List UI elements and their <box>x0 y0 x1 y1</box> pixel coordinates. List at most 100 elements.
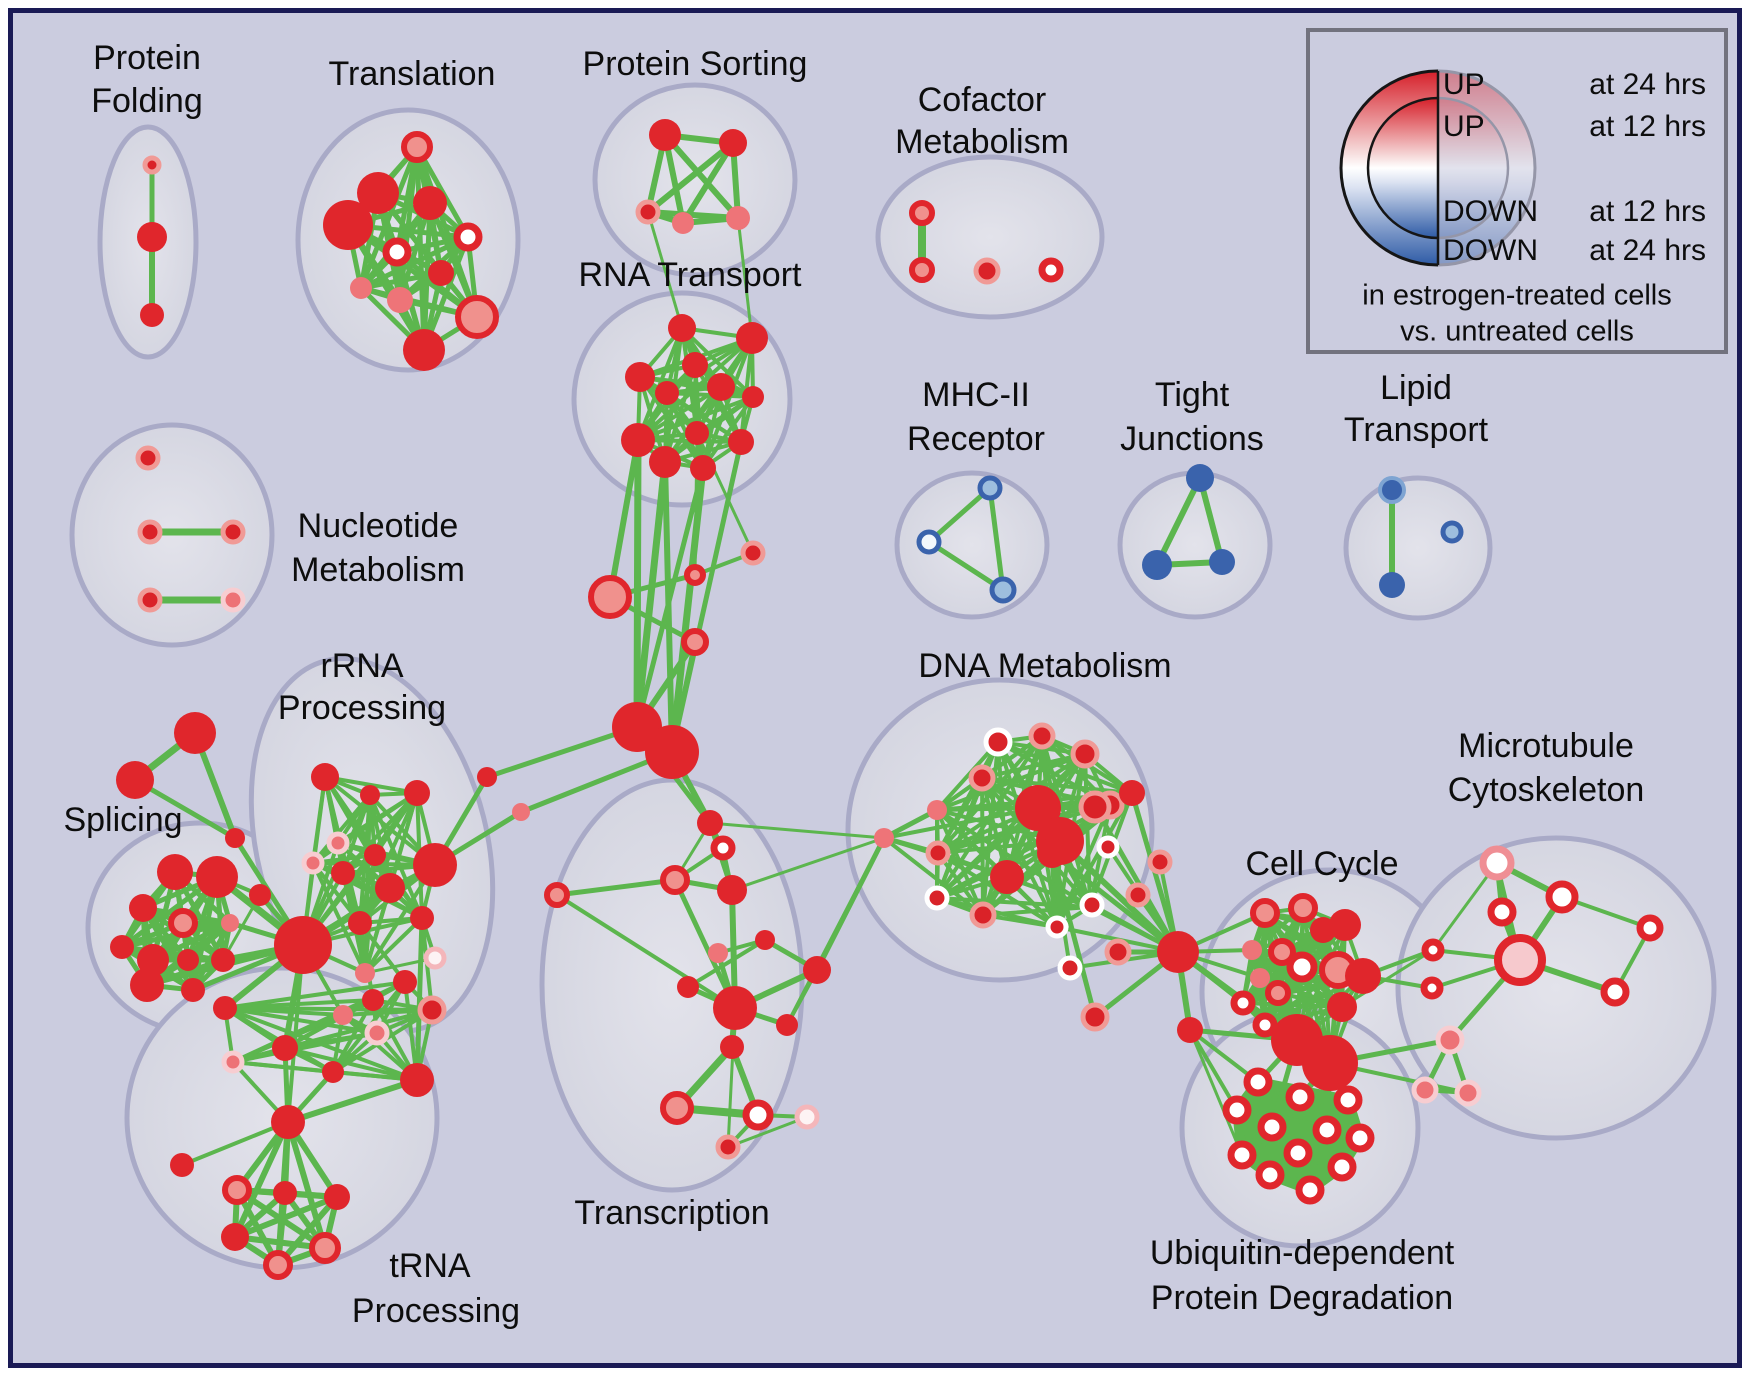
network-node <box>348 911 372 935</box>
network-node <box>357 172 399 214</box>
cluster-ellipse-lipid-transport <box>1343 475 1493 621</box>
network-edge <box>1188 1028 1244 1157</box>
network-node <box>1487 897 1517 927</box>
network-node <box>225 828 245 848</box>
network-node <box>413 186 447 220</box>
network-node <box>1295 1175 1325 1205</box>
cluster-label-trna-processing: tRNA <box>389 1247 471 1285</box>
network-edge <box>1188 1028 1239 1112</box>
network-edge <box>221 893 262 962</box>
cluster-ellipses <box>69 82 1717 1271</box>
network-node <box>417 995 447 1025</box>
network-node <box>1186 464 1214 492</box>
network-node <box>969 901 997 929</box>
network-node <box>273 1181 297 1205</box>
network-node <box>181 978 205 1002</box>
network-node <box>1242 940 1262 960</box>
cluster-label-protein-sorting: Protein Sorting <box>583 45 808 83</box>
network-node <box>1421 938 1445 962</box>
cluster-label-tight-junctions: Tight <box>1155 376 1230 414</box>
network-node <box>1079 892 1105 918</box>
network-node <box>129 894 157 922</box>
network-node <box>776 1014 798 1036</box>
network-node <box>177 949 199 971</box>
network-node <box>1333 1085 1363 1115</box>
network-node <box>331 861 355 885</box>
cluster-label-rrna-processing: Processing <box>278 689 446 727</box>
legend-time-label: at 12 hrs <box>1589 110 1706 143</box>
cluster-label-protein-folding: Folding <box>91 82 203 120</box>
network-node <box>110 935 134 959</box>
network-node <box>140 303 164 327</box>
network-node <box>660 1091 694 1125</box>
network-node <box>1288 893 1318 923</box>
network-edge <box>232 1194 340 1240</box>
network-node <box>983 727 1013 757</box>
cluster-label-microtubule-cytoskeleton: Microtubule <box>1458 727 1634 765</box>
network-node <box>1038 257 1064 283</box>
network-edge <box>358 921 407 984</box>
network-node <box>755 930 775 950</box>
network-node <box>973 257 1001 285</box>
network-node <box>909 257 935 283</box>
network-node <box>625 362 655 392</box>
network-node <box>927 800 947 820</box>
legend-time-label: at 24 hrs <box>1589 234 1706 267</box>
network-edge <box>283 1046 419 1082</box>
network-node <box>324 1184 350 1210</box>
network-node <box>1440 520 1464 544</box>
network-node <box>736 322 768 354</box>
network-node <box>309 1232 341 1264</box>
network-edge <box>311 775 327 865</box>
network-node <box>1227 1140 1257 1170</box>
network-edge <box>285 1077 420 1125</box>
network-node <box>326 831 350 855</box>
network-node <box>322 1061 344 1083</box>
network-node <box>874 828 894 848</box>
network-node <box>428 260 454 286</box>
network-node <box>1327 992 1357 1022</box>
network-node <box>400 1063 434 1097</box>
network-node <box>1494 934 1546 986</box>
network-edge <box>285 1119 328 1251</box>
network-edge <box>708 821 886 840</box>
network-node <box>685 421 709 445</box>
network-node <box>924 885 950 911</box>
network-node <box>271 1105 305 1139</box>
network-node <box>221 914 239 932</box>
cluster-ellipse-protein-sorting <box>592 82 798 278</box>
network-edge <box>935 776 984 900</box>
cluster-label-translation: Translation <box>329 55 496 93</box>
network-edge <box>358 234 471 291</box>
network-edge <box>414 915 425 1083</box>
network-edge <box>668 464 707 756</box>
network-node <box>221 1050 245 1074</box>
legend: UP at 24 hrs UP at 12 hrs DOWN at 12 hrs DOWN a… <box>1306 28 1728 354</box>
network-node <box>157 854 193 890</box>
network-node <box>677 976 699 998</box>
network-edge <box>180 1120 290 1167</box>
network-node <box>1104 938 1132 966</box>
network-node <box>274 916 332 974</box>
network-node <box>684 564 706 586</box>
network-node <box>213 996 237 1020</box>
cluster-label-lipid-transport: Lipid <box>1380 369 1452 407</box>
network-node <box>977 475 1003 501</box>
network-edge <box>633 458 669 731</box>
network-node <box>742 1099 774 1131</box>
cluster-label-lipid-transport: Transport <box>1344 411 1489 449</box>
network-edge <box>1049 850 1098 1020</box>
network-node <box>707 373 735 401</box>
network-node <box>362 989 384 1011</box>
network-node <box>690 455 716 481</box>
network-node <box>990 860 1024 894</box>
network-node <box>1420 976 1444 1000</box>
network-edge <box>1049 850 1181 955</box>
network-edge <box>1088 803 1112 909</box>
network-edge <box>935 740 1000 812</box>
network-edge <box>646 210 684 330</box>
network-node <box>453 222 483 252</box>
network-edge <box>634 465 706 730</box>
network-node <box>649 119 681 151</box>
network-node <box>720 1035 744 1059</box>
